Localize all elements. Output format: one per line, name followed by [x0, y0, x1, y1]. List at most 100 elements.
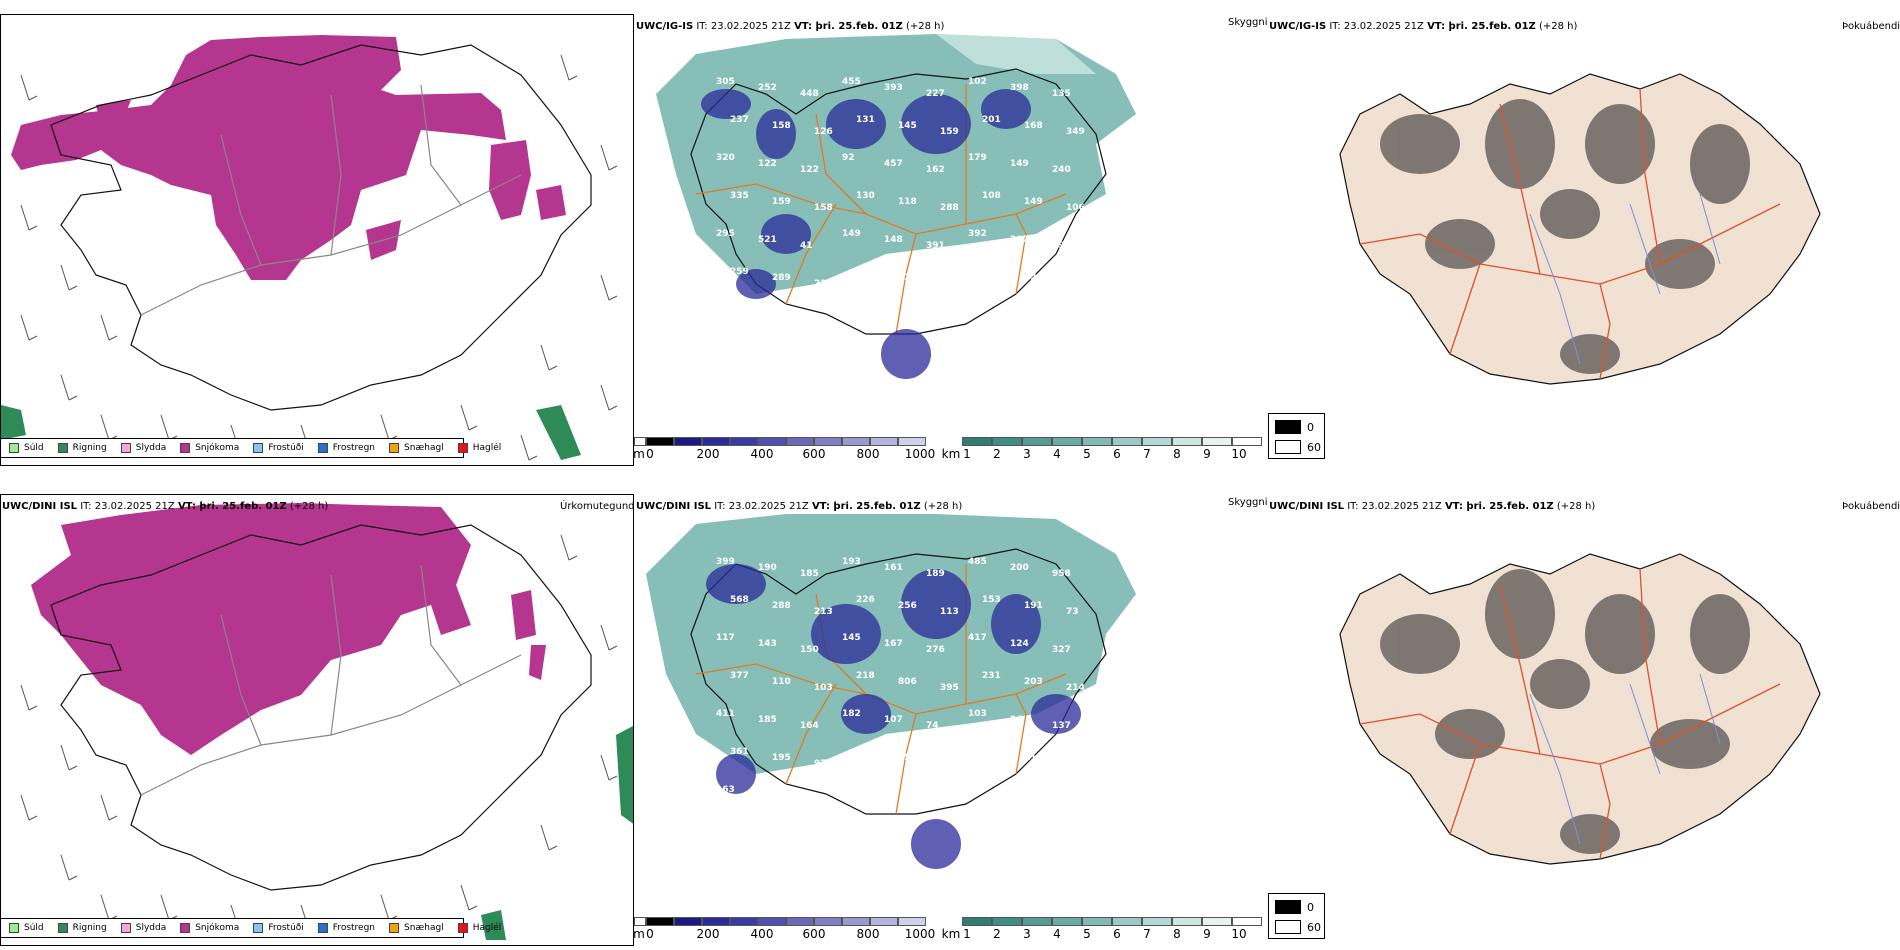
visibility-scale-top: km 1 2 3 4 5 6 7 8 9 10 [941, 437, 1270, 461]
visibility-scale-labels: km 1 2 3 4 5 6 7 8 9 10 [941, 927, 1270, 941]
top-cloud-title: UWC/IG-IS IT: 23.02.2025 21Z VT: þri. 25… [636, 21, 944, 32]
legend-item: Snjókoma [180, 923, 239, 933]
cloud-base-value: 124 [1010, 639, 1029, 649]
scale-tick: 6 [1113, 927, 1121, 941]
cloud-base-value: 73 [1066, 607, 1079, 617]
legend-item: Frostregn [317, 443, 376, 453]
scale-segment [870, 437, 898, 446]
scale-segment [758, 437, 786, 446]
legend-swatch [120, 443, 131, 453]
scale-tick: 5 [1083, 447, 1091, 461]
scale-segment [1142, 437, 1172, 446]
scale-segment [1082, 917, 1112, 926]
bottom-precip-title: UWC/DINI ISL IT: 23.02.2025 21Z VT: þri.… [2, 501, 328, 512]
height-scale-labels: m 0 200 400 600 800 1000 [633, 927, 939, 941]
cloud-base-value: 162 [926, 165, 945, 175]
cloud-base-value: 159 [772, 197, 791, 207]
legend-label: Snjókoma [195, 923, 240, 933]
scale-tick: 200 [696, 927, 720, 941]
scale-tick: 8 [1173, 927, 1181, 941]
it-label: IT: 23.02.2025 21Z [696, 21, 791, 32]
cloud-base-value: 97 [940, 279, 953, 289]
wind-barbs [20, 534, 618, 931]
scale-segment [646, 917, 674, 926]
legend-label: Haglél [472, 923, 502, 933]
cloud-base-value: 148 [884, 235, 903, 245]
scale-tick: 400 [750, 927, 774, 941]
map-type-label: Þokuábendi [1842, 21, 1900, 32]
scale-segment [898, 437, 926, 446]
model-label: UWC/DINI ISL [636, 501, 712, 512]
cloud-base-value: 289 [772, 273, 791, 283]
model-label: UWC/DINI ISL [2, 501, 78, 512]
lead-label: (+28 h) [1556, 501, 1596, 512]
fog-tick: 0 [1307, 901, 1314, 914]
scale-tick: 9 [1203, 927, 1211, 941]
precip-legend-top: Súld Rigning Slydda Snjókoma Frostúði Fr… [0, 438, 501, 458]
cloud-base-value: 399 [716, 557, 735, 567]
cloud-base-value: 65 [926, 317, 939, 327]
cloud-base-value: 485 [968, 557, 987, 567]
visibility-scale-bottom: km 1 2 3 4 5 6 7 8 9 10 [941, 917, 1270, 941]
cloud-base-value: 96 [884, 791, 897, 801]
cloud-base-patches [701, 89, 1031, 379]
scale-segment [1052, 437, 1082, 446]
scale-segment [1172, 437, 1202, 446]
visibility-field [646, 514, 1136, 774]
cloud-base-value: 256 [898, 601, 917, 611]
scale-unit: km [941, 927, 961, 941]
scale-segment [992, 437, 1022, 446]
scale-segment [870, 917, 898, 926]
cloud-base-value: 135 [1052, 89, 1071, 99]
rivers [1529, 673, 1721, 845]
scale-segment [786, 437, 814, 446]
snow-area [31, 503, 471, 755]
roads [1359, 88, 1781, 380]
cloud-base-value: 110 [772, 677, 791, 687]
scale-segment [702, 917, 730, 926]
cloud-base-value: 97 [814, 759, 827, 769]
cloud-base-value: 417 [968, 633, 987, 643]
cloud-base-value: 259 [730, 267, 749, 277]
legend-label: Snjókoma [195, 443, 240, 453]
coastline [50, 44, 592, 411]
cloud-base-value: 145 [898, 121, 917, 131]
cloud-base-value: 392 [968, 229, 987, 239]
cloud-base-value: 84 [1010, 311, 1023, 321]
fog-map-bottom [1339, 553, 1821, 865]
fog-swatch-black [1275, 900, 1301, 914]
legend-swatch [253, 923, 264, 933]
cloud-base-value: 149 [1024, 197, 1043, 207]
scale-segment [674, 917, 702, 926]
legend-swatch [9, 443, 19, 453]
coastline [50, 524, 592, 891]
cloud-base-value: 22 [856, 267, 869, 277]
model-label: UWC/IG-IS [636, 21, 694, 32]
fog-scale-bottom: 0 60 [1268, 893, 1325, 939]
cloud-base-value: 108 [982, 191, 1001, 201]
cloud-base-value: 41 [800, 241, 813, 251]
scale-unit: km [941, 447, 961, 461]
scale-segment [674, 437, 702, 446]
legend-label: Frostúði [268, 443, 304, 453]
cloud-base-value: 203 [1024, 677, 1043, 687]
fog-swatch-black [1275, 420, 1301, 434]
cloud-base-value: 806 [898, 677, 917, 687]
scale-tick: 400 [750, 447, 774, 461]
cloud-base-value: 329 [1066, 759, 1085, 769]
cloud-base-value: 190 [758, 563, 777, 573]
cloud-base-value: 72 [1024, 273, 1037, 283]
cloud-base-value: 122 [758, 159, 777, 169]
legend-item: Frostúði [253, 443, 304, 453]
coastline [690, 548, 1107, 815]
cloud-base-value: 958 [1052, 569, 1071, 579]
cloud-base-value: 149 [1010, 159, 1029, 169]
snow-area [536, 185, 566, 220]
cloud-base-value: 213 [814, 607, 833, 617]
cloud-base-value: 335 [1010, 791, 1029, 801]
scale-tick: 8 [1173, 447, 1181, 461]
vt-label: VT: þri. 25.feb. 01Z [1427, 21, 1536, 32]
legend-swatch [253, 443, 264, 453]
legend-item: Haglél [457, 923, 502, 933]
legend-label: Frostregn [332, 443, 376, 453]
